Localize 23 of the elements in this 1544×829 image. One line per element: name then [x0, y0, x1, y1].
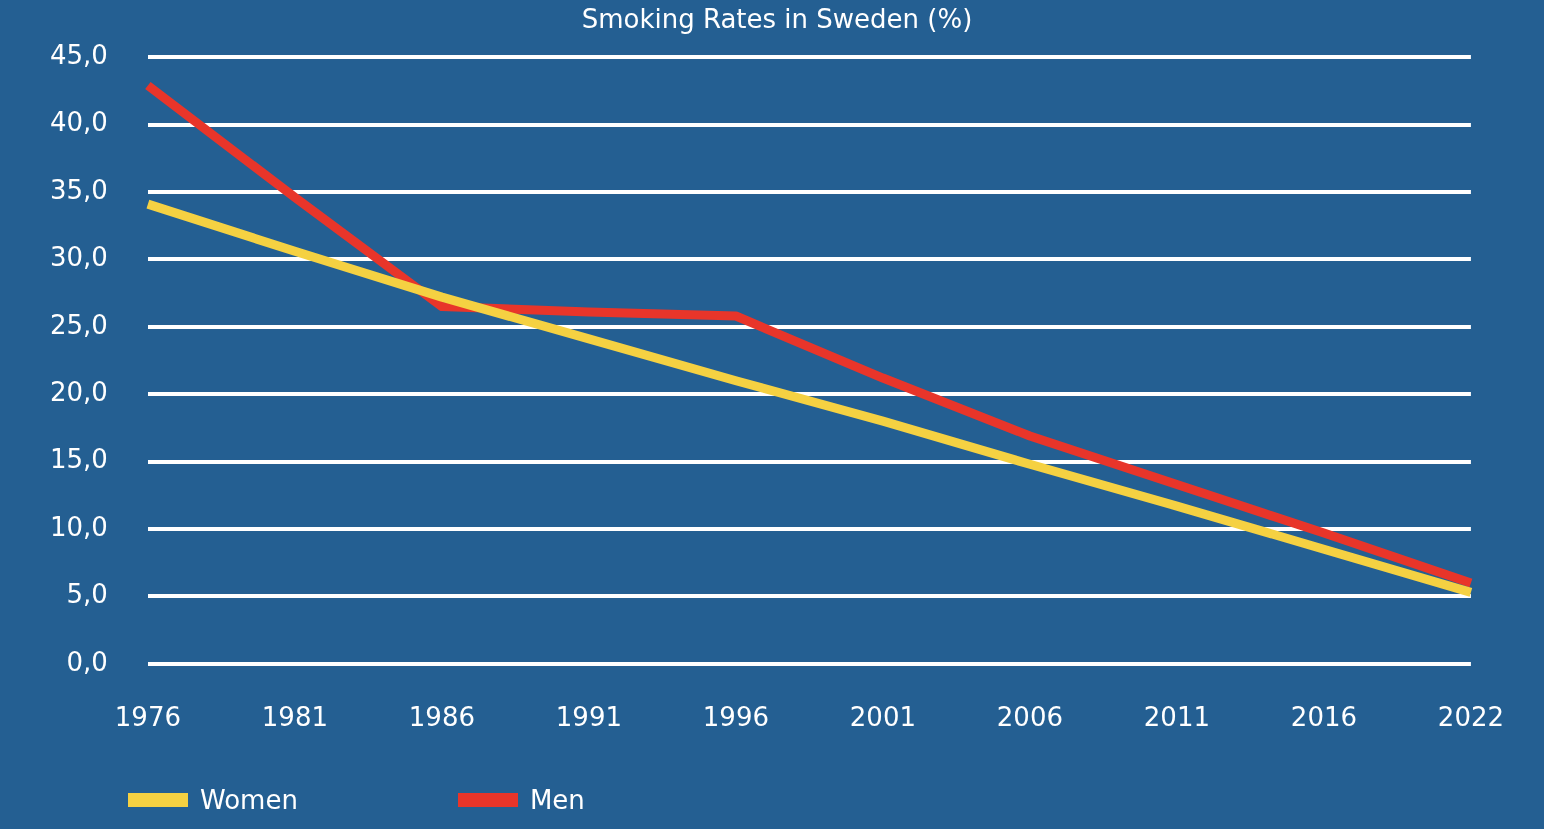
y-tick-label: 20,0 [50, 376, 108, 407]
x-tick-label: 2011 [1143, 702, 1210, 733]
x-tick-label: 1996 [702, 702, 769, 733]
legend-label: Women [200, 785, 298, 815]
y-tick-label: 0,0 [66, 646, 108, 677]
y-tick-label: 10,0 [50, 511, 108, 542]
chart-title: Smoking Rates in Sweden (%) [581, 4, 973, 35]
x-tick-label: 1981 [261, 702, 328, 733]
x-tick-label: 2001 [849, 702, 916, 733]
y-tick-label: 15,0 [50, 444, 108, 475]
y-tick-label: 35,0 [50, 174, 108, 205]
y-tick-label: 25,0 [50, 309, 108, 340]
y-tick-label: 30,0 [50, 242, 108, 273]
y-tick-label: 45,0 [50, 39, 108, 70]
x-tick-label: 2022 [1437, 702, 1504, 733]
y-tick-label: 5,0 [66, 579, 108, 610]
y-tick-label: 40,0 [50, 107, 108, 138]
x-tick-label: 2006 [996, 702, 1063, 733]
legend-label: Men [529, 785, 585, 815]
x-tick-label: 1976 [114, 702, 181, 733]
x-tick-label: 2016 [1290, 702, 1357, 733]
x-tick-label: 1991 [555, 702, 622, 733]
x-tick-label: 1986 [408, 702, 475, 733]
